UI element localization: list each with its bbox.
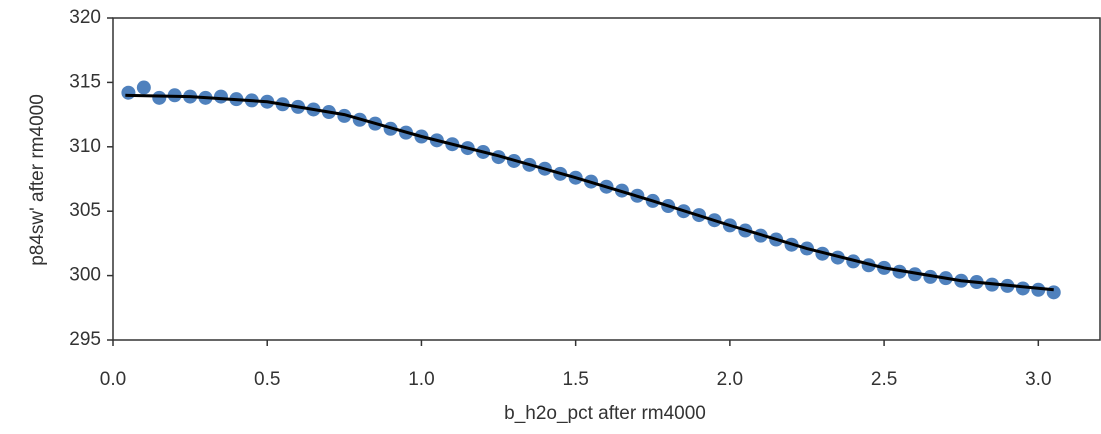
x-tick-label: 1.0 (408, 369, 434, 390)
x-tick-label: 1.5 (562, 369, 588, 390)
scatter-point (121, 85, 136, 100)
scatter-point (152, 90, 167, 105)
x-axis-title: b_h2o_pct after rm4000 (504, 403, 706, 424)
scatter-point (136, 80, 151, 95)
y-tick-label: 295 (69, 329, 101, 350)
y-tick-label: 320 (69, 7, 101, 28)
y-tick-label: 315 (69, 71, 101, 92)
scatter-point (1046, 285, 1061, 300)
x-tick-label: 0.0 (100, 369, 126, 390)
y-tick-label: 300 (69, 265, 101, 286)
x-tick-label: 2.0 (717, 369, 743, 390)
scatter-point (213, 89, 228, 104)
y-axis-title: p84sw' after rm4000 (27, 94, 48, 266)
plot-border (112, 17, 1101, 341)
y-tick-label: 310 (69, 136, 101, 157)
x-tick-label: 0.5 (254, 369, 280, 390)
x-tick-label: 2.5 (871, 369, 897, 390)
x-tick-label: 3.0 (1025, 369, 1051, 390)
y-tick-label: 305 (69, 200, 101, 221)
fit-line (125, 93, 1054, 292)
